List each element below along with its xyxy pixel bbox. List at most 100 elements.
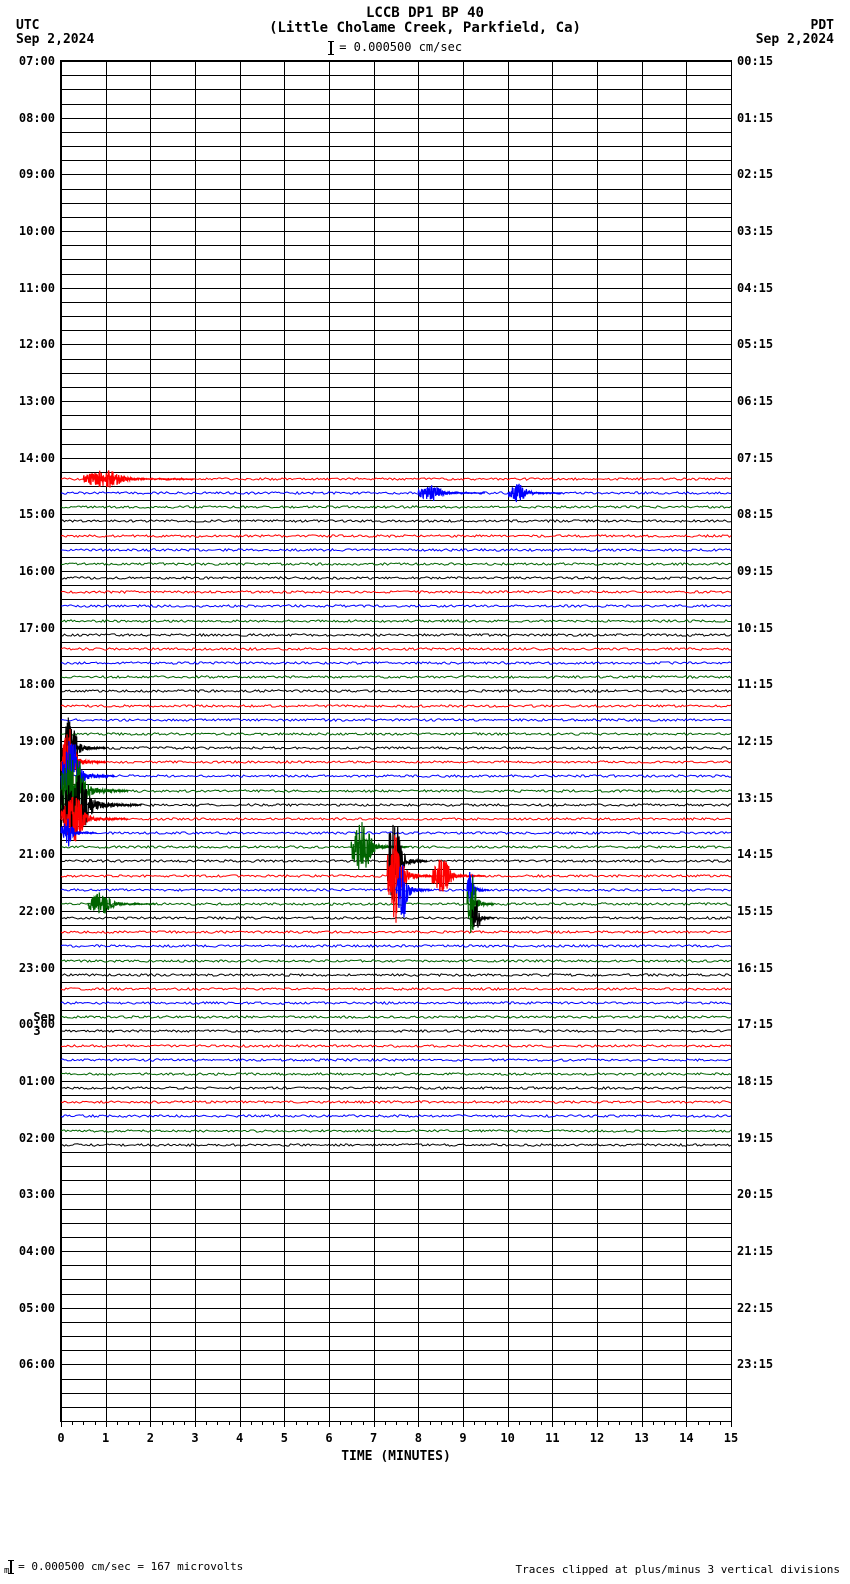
x-tick-label: 13 (634, 1431, 648, 1445)
grid-hline (61, 146, 731, 147)
seismic-event (83, 466, 195, 492)
grid-hline (61, 1279, 731, 1280)
scale-text: = 0.000500 cm/sec (339, 40, 462, 54)
grid-hline (61, 415, 731, 416)
x-tick-minor (95, 1421, 96, 1425)
utc-hour-label: 13:00 (19, 394, 55, 408)
x-tick (374, 1421, 375, 1427)
utc-hour-label: 23:00 (19, 961, 55, 975)
footer-left: m = 0.000500 cm/sec = 167 microvolts (4, 1560, 243, 1576)
x-tick-minor (262, 1421, 263, 1425)
x-tick-label: 15 (724, 1431, 738, 1445)
grid-hline (61, 259, 731, 260)
x-tick (329, 1421, 330, 1427)
utc-hour-label: 17:00 (19, 621, 55, 635)
x-tick-label: 4 (236, 1431, 243, 1445)
utc-hour-label: 07:00 (19, 54, 55, 68)
pdt-hour-label: 12:15 (737, 734, 773, 748)
x-tick-minor (441, 1421, 442, 1425)
x-tick-minor (631, 1421, 632, 1425)
utc-hour-label: 16:00 (19, 564, 55, 578)
x-tick-minor (351, 1421, 352, 1425)
utc-hour-label: 06:00 (19, 1357, 55, 1371)
pdt-hour-label: 03:15 (737, 224, 773, 238)
grid-hline (61, 203, 731, 204)
seismic-event (508, 480, 562, 506)
pdt-hour-label: 09:15 (737, 564, 773, 578)
x-tick (508, 1421, 509, 1427)
grid-hline (61, 1350, 731, 1351)
grid-hline (61, 189, 731, 190)
grid-hline (61, 1379, 731, 1380)
pdt-hour-label: 04:15 (737, 281, 773, 295)
grid-hline (61, 89, 731, 90)
tz-left-label: UTC (16, 18, 39, 33)
x-tick-label: 1 (102, 1431, 109, 1445)
seismic-event (88, 889, 155, 919)
x-tick-label: 3 (191, 1431, 198, 1445)
x-tick (463, 1421, 464, 1427)
seismic-event (396, 860, 432, 920)
utc-hour-label: 20:00 (19, 791, 55, 805)
x-tick-minor (162, 1421, 163, 1425)
grid-hline (61, 1322, 731, 1323)
x-tick (686, 1421, 687, 1427)
footer-left-text: = 0.000500 cm/sec = 167 microvolts (18, 1560, 243, 1573)
utc-hour-label: 12:00 (19, 337, 55, 351)
grid-hline (61, 1223, 731, 1224)
x-tick-minor (307, 1421, 308, 1425)
station-title: LCCB DP1 BP 40 (0, 5, 850, 21)
x-tick (106, 1421, 107, 1427)
grid-vline (731, 61, 732, 1421)
grid-hline (61, 245, 731, 246)
date-right-label: Sep 2,2024 (756, 32, 834, 47)
x-tick (552, 1421, 553, 1427)
utc-hour-label: 08:00 (19, 111, 55, 125)
x-tick-label: 6 (325, 1431, 332, 1445)
pdt-hour-label: 18:15 (737, 1074, 773, 1088)
pdt-hour-label: 08:15 (737, 507, 773, 521)
utc-hour-label: 22:00 (19, 904, 55, 918)
x-tick-minor (72, 1421, 73, 1425)
x-tick-minor (396, 1421, 397, 1425)
x-tick-label: 2 (147, 1431, 154, 1445)
grid-hline (61, 1251, 731, 1252)
x-tick-minor (530, 1421, 531, 1425)
x-tick (731, 1421, 732, 1427)
x-tick-minor (452, 1421, 453, 1425)
x-tick-minor (497, 1421, 498, 1425)
grid-hline (61, 1209, 731, 1210)
pdt-hour-label: 23:15 (737, 1357, 773, 1371)
pdt-hour-label: 20:15 (737, 1187, 773, 1201)
x-tick-minor (564, 1421, 565, 1425)
x-tick (150, 1421, 151, 1427)
grid-hline (61, 1180, 731, 1181)
pdt-hour-label: 11:15 (737, 677, 773, 691)
utc-hour-label: 04:00 (19, 1244, 55, 1258)
x-tick-minor (698, 1421, 699, 1425)
grid-hline (61, 1166, 731, 1167)
x-tick-minor (117, 1421, 118, 1425)
scale-bar-icon (10, 1560, 12, 1574)
x-tick-minor (709, 1421, 710, 1425)
x-tick-label: 7 (370, 1431, 377, 1445)
x-tick-minor (586, 1421, 587, 1425)
grid-hline (61, 75, 731, 76)
utc-hour-label: 21:00 (19, 847, 55, 861)
x-tick-minor (407, 1421, 408, 1425)
utc-hour-label: 01:00 (19, 1074, 55, 1088)
x-tick-minor (83, 1421, 84, 1425)
grid-hline (61, 387, 731, 388)
grid-hline (61, 288, 731, 289)
helicorder-plot: TIME (MINUTES) 07:0000:1508:0001:1509:00… (60, 60, 732, 1422)
tz-right-label: PDT (811, 18, 834, 33)
utc-hour-label: 15:00 (19, 507, 55, 521)
x-axis-title: TIME (MINUTES) (61, 1449, 731, 1464)
pdt-hour-label: 21:15 (737, 1244, 773, 1258)
grid-hline (61, 132, 731, 133)
x-tick-minor (519, 1421, 520, 1425)
x-tick-minor (173, 1421, 174, 1425)
x-tick (418, 1421, 419, 1427)
seismic-event (418, 481, 485, 505)
x-tick (61, 1421, 62, 1427)
